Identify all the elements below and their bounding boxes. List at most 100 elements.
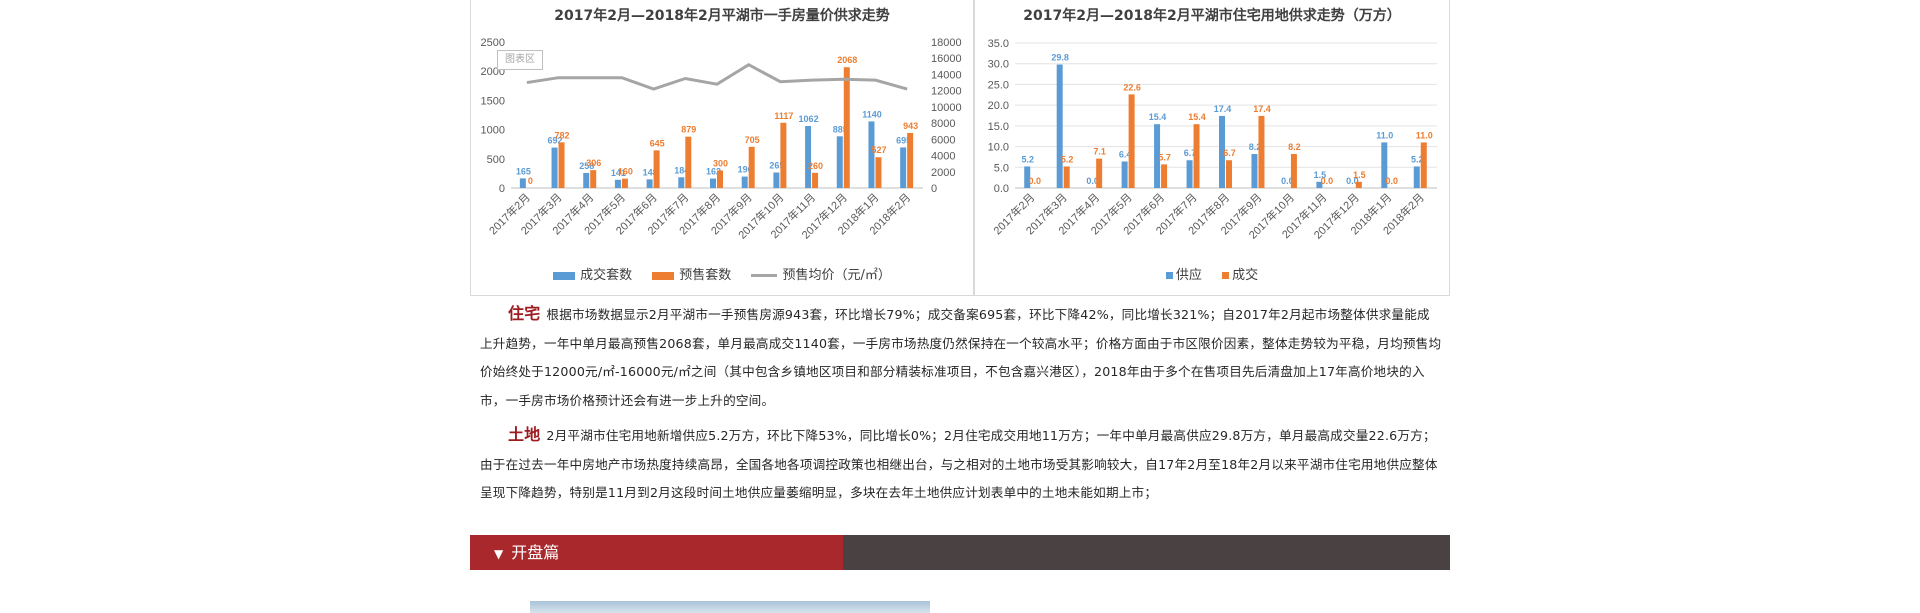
section-header-accent: ▼ 开盘篇 — [470, 535, 843, 570]
data-label: 695 — [896, 135, 911, 145]
data-label: 165 — [516, 166, 531, 176]
land-heading: 土地 — [508, 425, 541, 444]
bar-b — [1355, 181, 1362, 188]
data-label: 879 — [681, 125, 696, 135]
data-label: 196 — [738, 165, 753, 175]
section-title: 开盘篇 — [511, 543, 560, 562]
residential-text: 根据市场数据显示2月平湖市一手预售房源943套，环比增长79%；成交备案695套… — [480, 307, 1442, 408]
data-label: 0.0 — [1346, 176, 1359, 186]
bar-b — [1258, 115, 1265, 188]
data-label: 29.8 — [1051, 53, 1069, 63]
bar-b — [907, 132, 914, 188]
data-label: 0.0 — [1281, 176, 1294, 186]
data-label: 943 — [903, 121, 918, 131]
legend-swatch-presale — [652, 271, 675, 280]
data-label: 705 — [745, 135, 760, 145]
bar-a — [1316, 181, 1323, 188]
y-tick-label: 500 — [487, 154, 505, 166]
data-label: 2068 — [837, 55, 857, 65]
bar-a — [710, 178, 716, 188]
data-label: 0.0 — [1086, 176, 1099, 186]
y-tick-label: 20.0 — [988, 100, 1009, 112]
bar-a — [900, 147, 907, 188]
bar-a — [1413, 166, 1420, 188]
bar-a — [1186, 160, 1193, 188]
data-label: 8.2 — [1288, 142, 1301, 152]
chart1-plot: 0500100015002000250002000400060008000100… — [481, 37, 962, 242]
legend-label-presale: 预售套数 — [679, 268, 732, 283]
data-label: 300 — [713, 158, 728, 168]
bar-a — [805, 125, 812, 188]
data-label: 527 — [871, 145, 886, 155]
residential-heading: 住宅 — [508, 304, 541, 323]
chart2-title: 2017年2月—2018年2月平湖市住宅用地供求走势（万方） — [1023, 8, 1401, 24]
data-label: 1.5 — [1314, 170, 1327, 180]
page: 2017年2月—2018年2月平湖市一手房量价供求走势 0 500 1000 1500… — [470, 0, 1450, 613]
y-tick-label: 1000 — [481, 125, 505, 137]
bar-b — [1420, 142, 1427, 188]
bar-b — [1128, 94, 1135, 188]
section-header-bar[interactable]: ▼ 开盘篇 — [470, 535, 1450, 570]
data-label: 885 — [833, 124, 848, 134]
y2-tick-label: 0 — [931, 183, 937, 195]
bar-a — [868, 121, 875, 188]
legend-item-presale: 预售套数 — [652, 264, 731, 283]
chart1-legend: 成交套数 预售套数 预售均价（元/㎡） — [471, 264, 973, 283]
data-label: 162 — [706, 167, 721, 177]
data-label: 1062 — [799, 114, 819, 124]
bar-b — [780, 122, 787, 188]
bar-a — [836, 136, 843, 188]
price-line — [526, 62, 908, 91]
y2-tick-label: 4000 — [931, 151, 955, 163]
data-label: 260 — [808, 161, 823, 171]
land-paragraph: 土地 2月平湖市住宅用地新增供应5.2万方，环比下降53%，同比增长0%；2月住宅… — [480, 421, 1442, 508]
legend-label-supply: 供应 — [1175, 268, 1202, 283]
y-tick-label: 10.0 — [988, 142, 1009, 154]
chart1-title: 2017年2月—2018年2月平湖市一手房量价供求走势 — [554, 8, 890, 24]
bar-a — [646, 179, 653, 188]
land-supply-demand-chart: 2017年2月—2018年2月平湖市住宅用地供求走势（万方） 0.0 5.0 10.… — [974, 0, 1450, 296]
y2-tick-label: 16000 — [931, 53, 962, 65]
section-header-label[interactable]: ▼ 开盘篇 — [494, 535, 559, 572]
bar-a — [741, 176, 748, 188]
triangle-down-icon: ▼ — [494, 547, 504, 561]
data-label: 6.4 — [1119, 149, 1132, 159]
bar-a — [551, 147, 558, 188]
data-label: 5.2 — [1021, 154, 1034, 164]
data-label: 17.4 — [1253, 104, 1271, 114]
bar-a — [773, 172, 780, 188]
y-tick-label: 0 — [499, 183, 505, 195]
bar-b — [1290, 154, 1297, 188]
y-tick-label: 5.0 — [994, 162, 1009, 174]
y-tick-label: 2500 — [481, 37, 505, 49]
land-text: 2月平湖市住宅用地新增供应5.2万方，环比下降53%，同比增长0%；2月住宅成交… — [480, 428, 1438, 500]
bar-b — [558, 142, 565, 188]
bar-b — [812, 172, 819, 188]
data-label: 22.6 — [1123, 82, 1141, 92]
data-label: 5.2 — [1411, 154, 1424, 164]
data-label: 11.0 — [1416, 130, 1433, 140]
data-label: 782 — [555, 130, 570, 140]
y2-tick-label: 6000 — [931, 134, 955, 146]
legend-item-deals: 成交套数 — [553, 264, 632, 283]
residential-paragraph: 住宅 根据市场数据显示2月平湖市一手预售房源943套，环比增长79%；成交备案69… — [480, 300, 1442, 415]
data-label: 1117 — [774, 111, 793, 121]
data-label: 7.1 — [1093, 147, 1106, 157]
y-tick-label: 30.0 — [988, 59, 1009, 71]
chart2-legend: 供应 成交 — [975, 264, 1449, 283]
data-label: 692 — [548, 136, 563, 146]
y-tick-label: 25.0 — [988, 79, 1009, 91]
data-label: 8.2 — [1249, 142, 1262, 152]
data-label: 1.5 — [1353, 170, 1366, 180]
data-label: 0 — [528, 176, 533, 186]
data-label: 15.4 — [1149, 112, 1167, 122]
bar-b — [653, 150, 660, 188]
bar-a — [1381, 142, 1388, 188]
y-tick-label: 0.0 — [994, 183, 1009, 195]
chart-area-tag: 图表区 — [497, 50, 543, 70]
data-label: 0.0 — [1386, 176, 1399, 186]
y-tick-label: 15.0 — [988, 121, 1009, 133]
legend-swatch-supply — [1165, 272, 1173, 279]
project-photo — [530, 601, 930, 613]
data-label: 15.4 — [1188, 112, 1206, 122]
